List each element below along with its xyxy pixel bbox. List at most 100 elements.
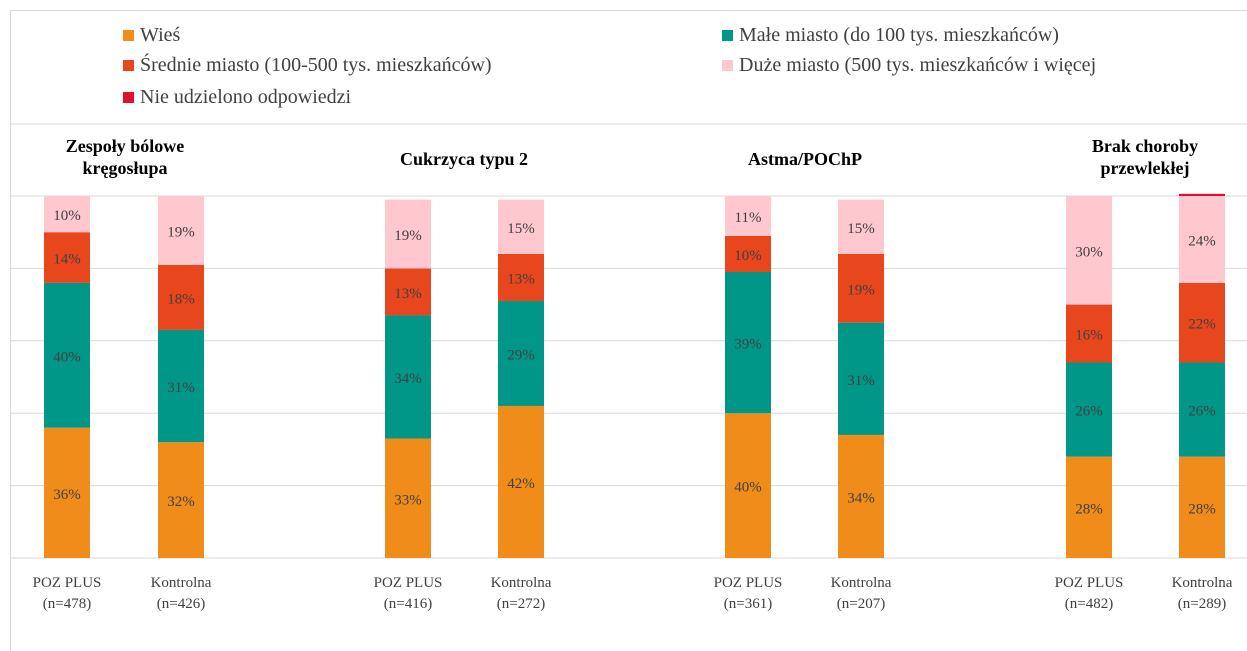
data-label: 13% <box>507 271 535 287</box>
data-label: 26% <box>1075 404 1103 420</box>
bar-segment-wies <box>385 438 431 558</box>
legend-item-duze: Duże miasto (500 tys. mieszkańców i więc… <box>722 54 1096 77</box>
category-label: (n=272) <box>497 596 545 612</box>
legend-label-male: Małe miasto (do 100 tys. mieszkańców) <box>739 24 1059 46</box>
bar-segment-duze <box>158 196 204 265</box>
group-title: kręgosłupa <box>82 158 167 178</box>
chart-frame <box>10 10 1247 651</box>
bar-segment-male <box>1179 362 1225 457</box>
category-label: POZ PLUS <box>33 575 102 591</box>
bar-segment-male <box>385 315 431 439</box>
data-label: 15% <box>847 221 875 237</box>
category-label: (n=289) <box>1178 596 1226 612</box>
legend-swatch-nie <box>123 92 134 103</box>
category-label: Kontrolna <box>151 575 212 591</box>
category-label: (n=426) <box>157 596 205 612</box>
data-label: 36% <box>53 487 81 503</box>
category-label: POZ PLUS <box>714 575 783 591</box>
legend-swatch-duze <box>722 60 733 71</box>
data-label: 22% <box>1188 317 1216 333</box>
bar-segment-srednie <box>44 232 90 283</box>
data-label: 29% <box>507 347 535 363</box>
data-label: 34% <box>847 490 875 506</box>
data-label: 19% <box>847 282 875 298</box>
bar-segment-duze <box>498 199 544 254</box>
bar-segment-wies <box>1066 456 1112 558</box>
data-label: 16% <box>1075 328 1103 344</box>
bar-segment-srednie <box>1179 282 1225 363</box>
data-label: 28% <box>1075 501 1103 517</box>
legend-swatch-wies <box>123 30 134 41</box>
category-label: (n=482) <box>1065 596 1113 612</box>
bar-segment-duze <box>725 196 771 236</box>
data-label: 24% <box>1188 233 1216 249</box>
bar-segment-male <box>1066 362 1112 457</box>
data-label: 18% <box>167 291 195 307</box>
bar-segment-duze <box>44 196 90 233</box>
category-label: (n=361) <box>724 596 772 612</box>
legend-item-srednie: Średnie miasto (100-500 tys. mieszkańców… <box>123 54 492 77</box>
bar-segment-wies <box>838 434 884 558</box>
data-label: 31% <box>847 373 875 389</box>
group-title: Zespoły bólowe <box>66 136 185 156</box>
category-label: Kontrolna <box>1172 575 1233 591</box>
data-label: 11% <box>735 210 762 226</box>
data-label: 19% <box>167 224 195 240</box>
category-label: (n=416) <box>384 596 432 612</box>
bar-segment-srednie <box>498 253 544 301</box>
data-label: 30% <box>1075 244 1103 260</box>
group-title: Brak choroby <box>1092 136 1198 156</box>
bar-segment-male <box>498 300 544 406</box>
bar-segment-duze <box>385 199 431 269</box>
bar-segment-srednie <box>158 264 204 330</box>
data-label: 10% <box>53 208 81 224</box>
group-title: Astma/POChP <box>748 149 862 169</box>
legend-swatch-male <box>722 30 733 41</box>
category-label: (n=478) <box>43 596 91 612</box>
legend-swatch-srednie <box>123 60 134 71</box>
bar-segment-wies <box>158 442 204 558</box>
category-label: POZ PLUS <box>1055 575 1124 591</box>
legend-label-srednie: Średnie miasto (100-500 tys. mieszkańców… <box>140 54 492 76</box>
data-label: 33% <box>394 492 422 508</box>
data-label: 34% <box>394 371 422 387</box>
data-label: 40% <box>53 349 81 365</box>
data-label: 19% <box>394 228 422 244</box>
data-label: 13% <box>394 286 422 302</box>
data-label: 31% <box>167 380 195 396</box>
data-label: 10% <box>734 248 762 264</box>
legend-item-nie: Nie udzielono odpowiedzi <box>123 86 351 109</box>
legend-label-wies: Wieś <box>140 24 181 46</box>
category-label: Kontrolna <box>831 575 892 591</box>
bar-segment-srednie <box>1066 304 1112 363</box>
data-label: 15% <box>507 221 535 237</box>
bar-segment-wies <box>498 405 544 558</box>
legend-label-nie: Nie udzielono odpowiedzi <box>140 86 352 108</box>
bar-segment-wies <box>44 427 90 558</box>
bar-segment-srednie <box>725 235 771 273</box>
category-label: POZ PLUS <box>374 575 443 591</box>
data-label: 42% <box>507 476 535 492</box>
data-label: 40% <box>734 480 762 496</box>
data-label: 26% <box>1188 404 1216 420</box>
data-label: 14% <box>53 252 81 268</box>
data-label: 32% <box>167 494 195 510</box>
group-title: przewlekłej <box>1101 158 1190 178</box>
bar-segment-male <box>158 329 204 443</box>
legend-label-duze: Duże miasto (500 tys. mieszkańców i więc… <box>739 54 1097 76</box>
data-label: 28% <box>1188 501 1216 517</box>
bar-segment-wies <box>725 413 771 558</box>
bar-segment-male <box>838 322 884 435</box>
category-label: Kontrolna <box>491 575 552 591</box>
bar-segment-nie <box>1179 193 1225 196</box>
group-title: Cukrzyca typu 2 <box>400 149 528 169</box>
bar-segment-male <box>44 282 90 428</box>
legend-item-wies: Wieś <box>123 24 180 47</box>
bar-segment-duze <box>1179 196 1225 283</box>
bar-segment-duze <box>1066 196 1112 305</box>
bar-segment-srednie <box>385 268 431 316</box>
bar-segment-male <box>725 272 771 414</box>
legend-item-male: Małe miasto (do 100 tys. mieszkańców) <box>722 24 1059 47</box>
